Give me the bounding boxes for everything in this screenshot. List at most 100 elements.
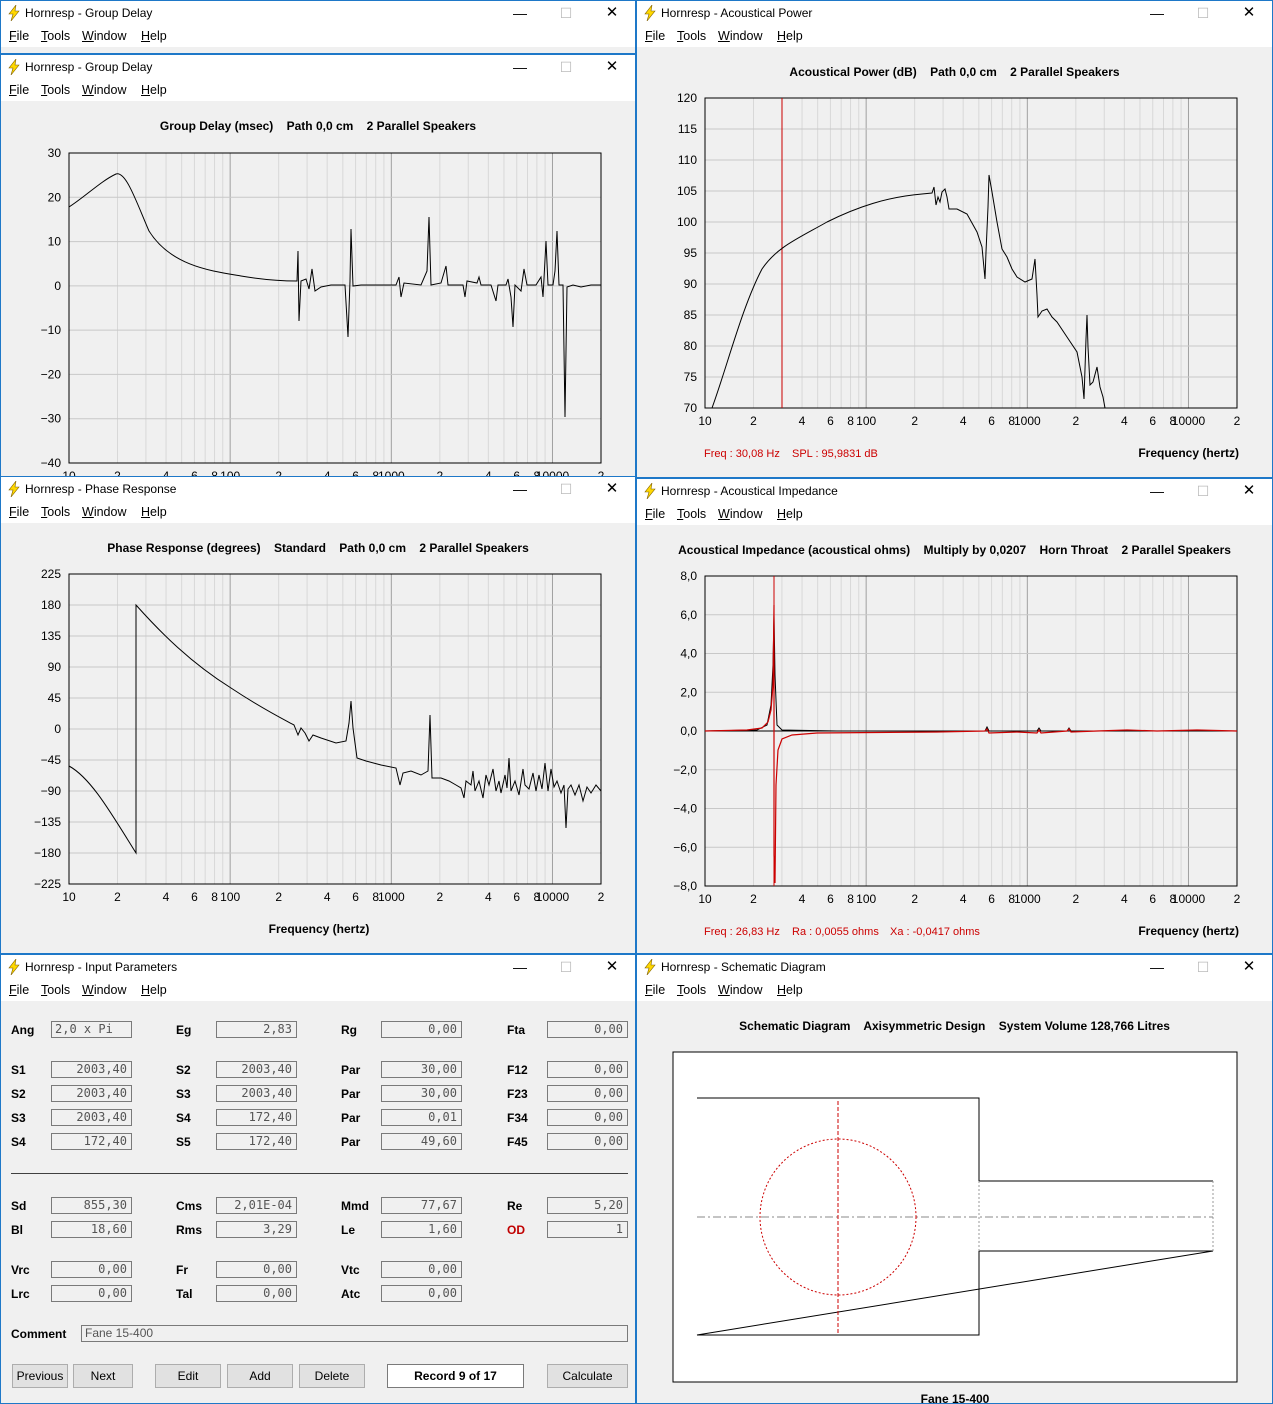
menu-window[interactable]: Window: [82, 983, 127, 997]
title-bar[interactable]: Hornresp - Acoustical Impedance — ☐ ✕: [637, 479, 1272, 503]
edit-button[interactable]: Edit: [155, 1364, 221, 1388]
menu-file[interactable]: File: [645, 983, 666, 997]
group-delay-back-window[interactable]: Hornresp - Group Delay — ☐ ✕ File Tools …: [0, 0, 636, 54]
param-field[interactable]: 0,00: [216, 1261, 297, 1278]
menu-help[interactable]: Help: [777, 507, 803, 521]
param-field[interactable]: 172,40: [51, 1133, 132, 1150]
param-field[interactable]: 0,00: [547, 1021, 628, 1038]
menu-file[interactable]: File: [645, 507, 666, 521]
param-field[interactable]: 0,00: [547, 1109, 628, 1126]
title-bar[interactable]: Hornresp - Schematic Diagram — ☐ ✕: [637, 955, 1272, 979]
previous-button[interactable]: Previous: [12, 1364, 68, 1388]
param-field[interactable]: 0,00: [547, 1085, 628, 1102]
menu-help[interactable]: Help: [141, 29, 167, 43]
minimize-icon[interactable]: —: [1150, 5, 1164, 21]
param-field[interactable]: 0,00: [51, 1285, 132, 1302]
menu-tools[interactable]: Tools: [41, 505, 71, 519]
menu-window[interactable]: Window: [718, 29, 763, 43]
add-button[interactable]: Add: [227, 1364, 293, 1388]
acoustical-impedance-window[interactable]: Hornresp - Acoustical Impedance — ☐ ✕ Fi…: [636, 478, 1273, 954]
menu-help[interactable]: Help: [141, 83, 167, 97]
close-icon[interactable]: ✕: [605, 480, 619, 497]
title-bar[interactable]: Hornresp - Phase Response — ☐ ✕: [1, 477, 635, 501]
menu-file[interactable]: File: [9, 505, 30, 519]
menu-help[interactable]: Help: [141, 505, 167, 519]
schematic-window[interactable]: Hornresp - Schematic Diagram — ☐ ✕ File …: [636, 954, 1273, 1404]
param-field[interactable]: 0,00: [547, 1133, 628, 1150]
maximize-icon[interactable]: ☐: [559, 481, 573, 497]
param-label-od[interactable]: OD: [507, 1223, 525, 1237]
param-field[interactable]: 5,20: [547, 1197, 628, 1214]
param-field[interactable]: 0,00: [381, 1021, 462, 1038]
minimize-icon[interactable]: —: [513, 959, 527, 975]
title-bar[interactable]: Hornresp - Input Parameters — ☐ ✕: [1, 955, 635, 979]
close-icon[interactable]: ✕: [1242, 482, 1256, 499]
title-bar[interactable]: Hornresp - Group Delay — ☐ ✕: [1, 1, 635, 25]
param-field[interactable]: 1: [547, 1221, 628, 1238]
param-field[interactable]: 855,30: [51, 1197, 132, 1214]
menu-file[interactable]: File: [9, 83, 30, 97]
comment-field[interactable]: Fane 15-400: [81, 1325, 628, 1342]
input-parameters-window[interactable]: Hornresp - Input Parameters — ☐ ✕ File T…: [0, 954, 636, 1404]
param-field[interactable]: 2003,40: [216, 1085, 297, 1102]
param-field[interactable]: 0,00: [547, 1061, 628, 1078]
param-field[interactable]: 2003,40: [51, 1085, 132, 1102]
menu-tools[interactable]: Tools: [677, 29, 707, 43]
close-icon[interactable]: ✕: [1242, 958, 1256, 975]
maximize-icon[interactable]: ☐: [1196, 959, 1210, 975]
param-field[interactable]: 30,00: [381, 1085, 462, 1102]
menu-help[interactable]: Help: [141, 983, 167, 997]
group-delay-window[interactable]: Hornresp - Group Delay — ☐ ✕ File Tools …: [0, 54, 636, 478]
menu-window[interactable]: Window: [82, 83, 127, 97]
menu-tools[interactable]: Tools: [41, 29, 71, 43]
param-field[interactable]: 77,67: [381, 1197, 462, 1214]
menu-window[interactable]: Window: [82, 505, 127, 519]
menu-tools[interactable]: Tools: [677, 983, 707, 997]
minimize-icon[interactable]: —: [1150, 483, 1164, 499]
param-field[interactable]: 0,00: [51, 1261, 132, 1278]
title-bar[interactable]: Hornresp - Acoustical Power — ☐ ✕: [637, 1, 1272, 25]
next-button[interactable]: Next: [73, 1364, 133, 1388]
param-field[interactable]: 2003,40: [51, 1109, 132, 1126]
close-icon[interactable]: ✕: [605, 58, 619, 75]
param-field[interactable]: 2,0 x Pi: [51, 1021, 132, 1038]
calculate-button[interactable]: Calculate: [547, 1364, 628, 1388]
menu-file[interactable]: File: [9, 983, 30, 997]
menu-tools[interactable]: Tools: [677, 507, 707, 521]
param-field[interactable]: 0,00: [381, 1285, 462, 1302]
param-field[interactable]: 2003,40: [216, 1061, 297, 1078]
menu-tools[interactable]: Tools: [41, 83, 71, 97]
close-icon[interactable]: ✕: [1242, 4, 1256, 21]
acoustical-impedance-plot[interactable]: 8,06,04,02,00,0−2,0−4,0−6,0−8,010 2 4 6 8 100…: [637, 525, 1272, 954]
menu-help[interactable]: Help: [777, 29, 803, 43]
menu-file[interactable]: File: [9, 29, 30, 43]
param-field[interactable]: 2,83: [216, 1021, 297, 1038]
maximize-icon[interactable]: ☐: [559, 59, 573, 75]
param-field[interactable]: 3,29: [216, 1221, 297, 1238]
maximize-icon[interactable]: ☐: [559, 5, 573, 21]
param-field[interactable]: 18,60: [51, 1221, 132, 1238]
phase-response-window[interactable]: Hornresp - Phase Response — ☐ ✕ File Too…: [0, 476, 636, 954]
schematic-diagram[interactable]: Fane 15-400: [637, 1001, 1272, 1403]
param-field[interactable]: 172,40: [216, 1109, 297, 1126]
param-field[interactable]: 49,60: [381, 1133, 462, 1150]
minimize-icon[interactable]: —: [513, 5, 527, 21]
menu-file[interactable]: File: [645, 29, 666, 43]
menu-window[interactable]: Window: [718, 983, 763, 997]
param-field[interactable]: 2,01E-04: [216, 1197, 297, 1214]
menu-window[interactable]: Window: [82, 29, 127, 43]
menu-window[interactable]: Window: [718, 507, 763, 521]
param-field[interactable]: 0,01: [381, 1109, 462, 1126]
param-field[interactable]: 172,40: [216, 1133, 297, 1150]
menu-tools[interactable]: Tools: [41, 983, 71, 997]
maximize-icon[interactable]: ☐: [1196, 483, 1210, 499]
param-field[interactable]: 30,00: [381, 1061, 462, 1078]
title-bar[interactable]: Hornresp - Group Delay — ☐ ✕: [1, 55, 635, 79]
acoustical-power-window[interactable]: Hornresp - Acoustical Power — ☐ ✕ File T…: [636, 0, 1273, 478]
close-icon[interactable]: ✕: [605, 4, 619, 21]
close-icon[interactable]: ✕: [605, 958, 619, 975]
minimize-icon[interactable]: —: [513, 481, 527, 497]
